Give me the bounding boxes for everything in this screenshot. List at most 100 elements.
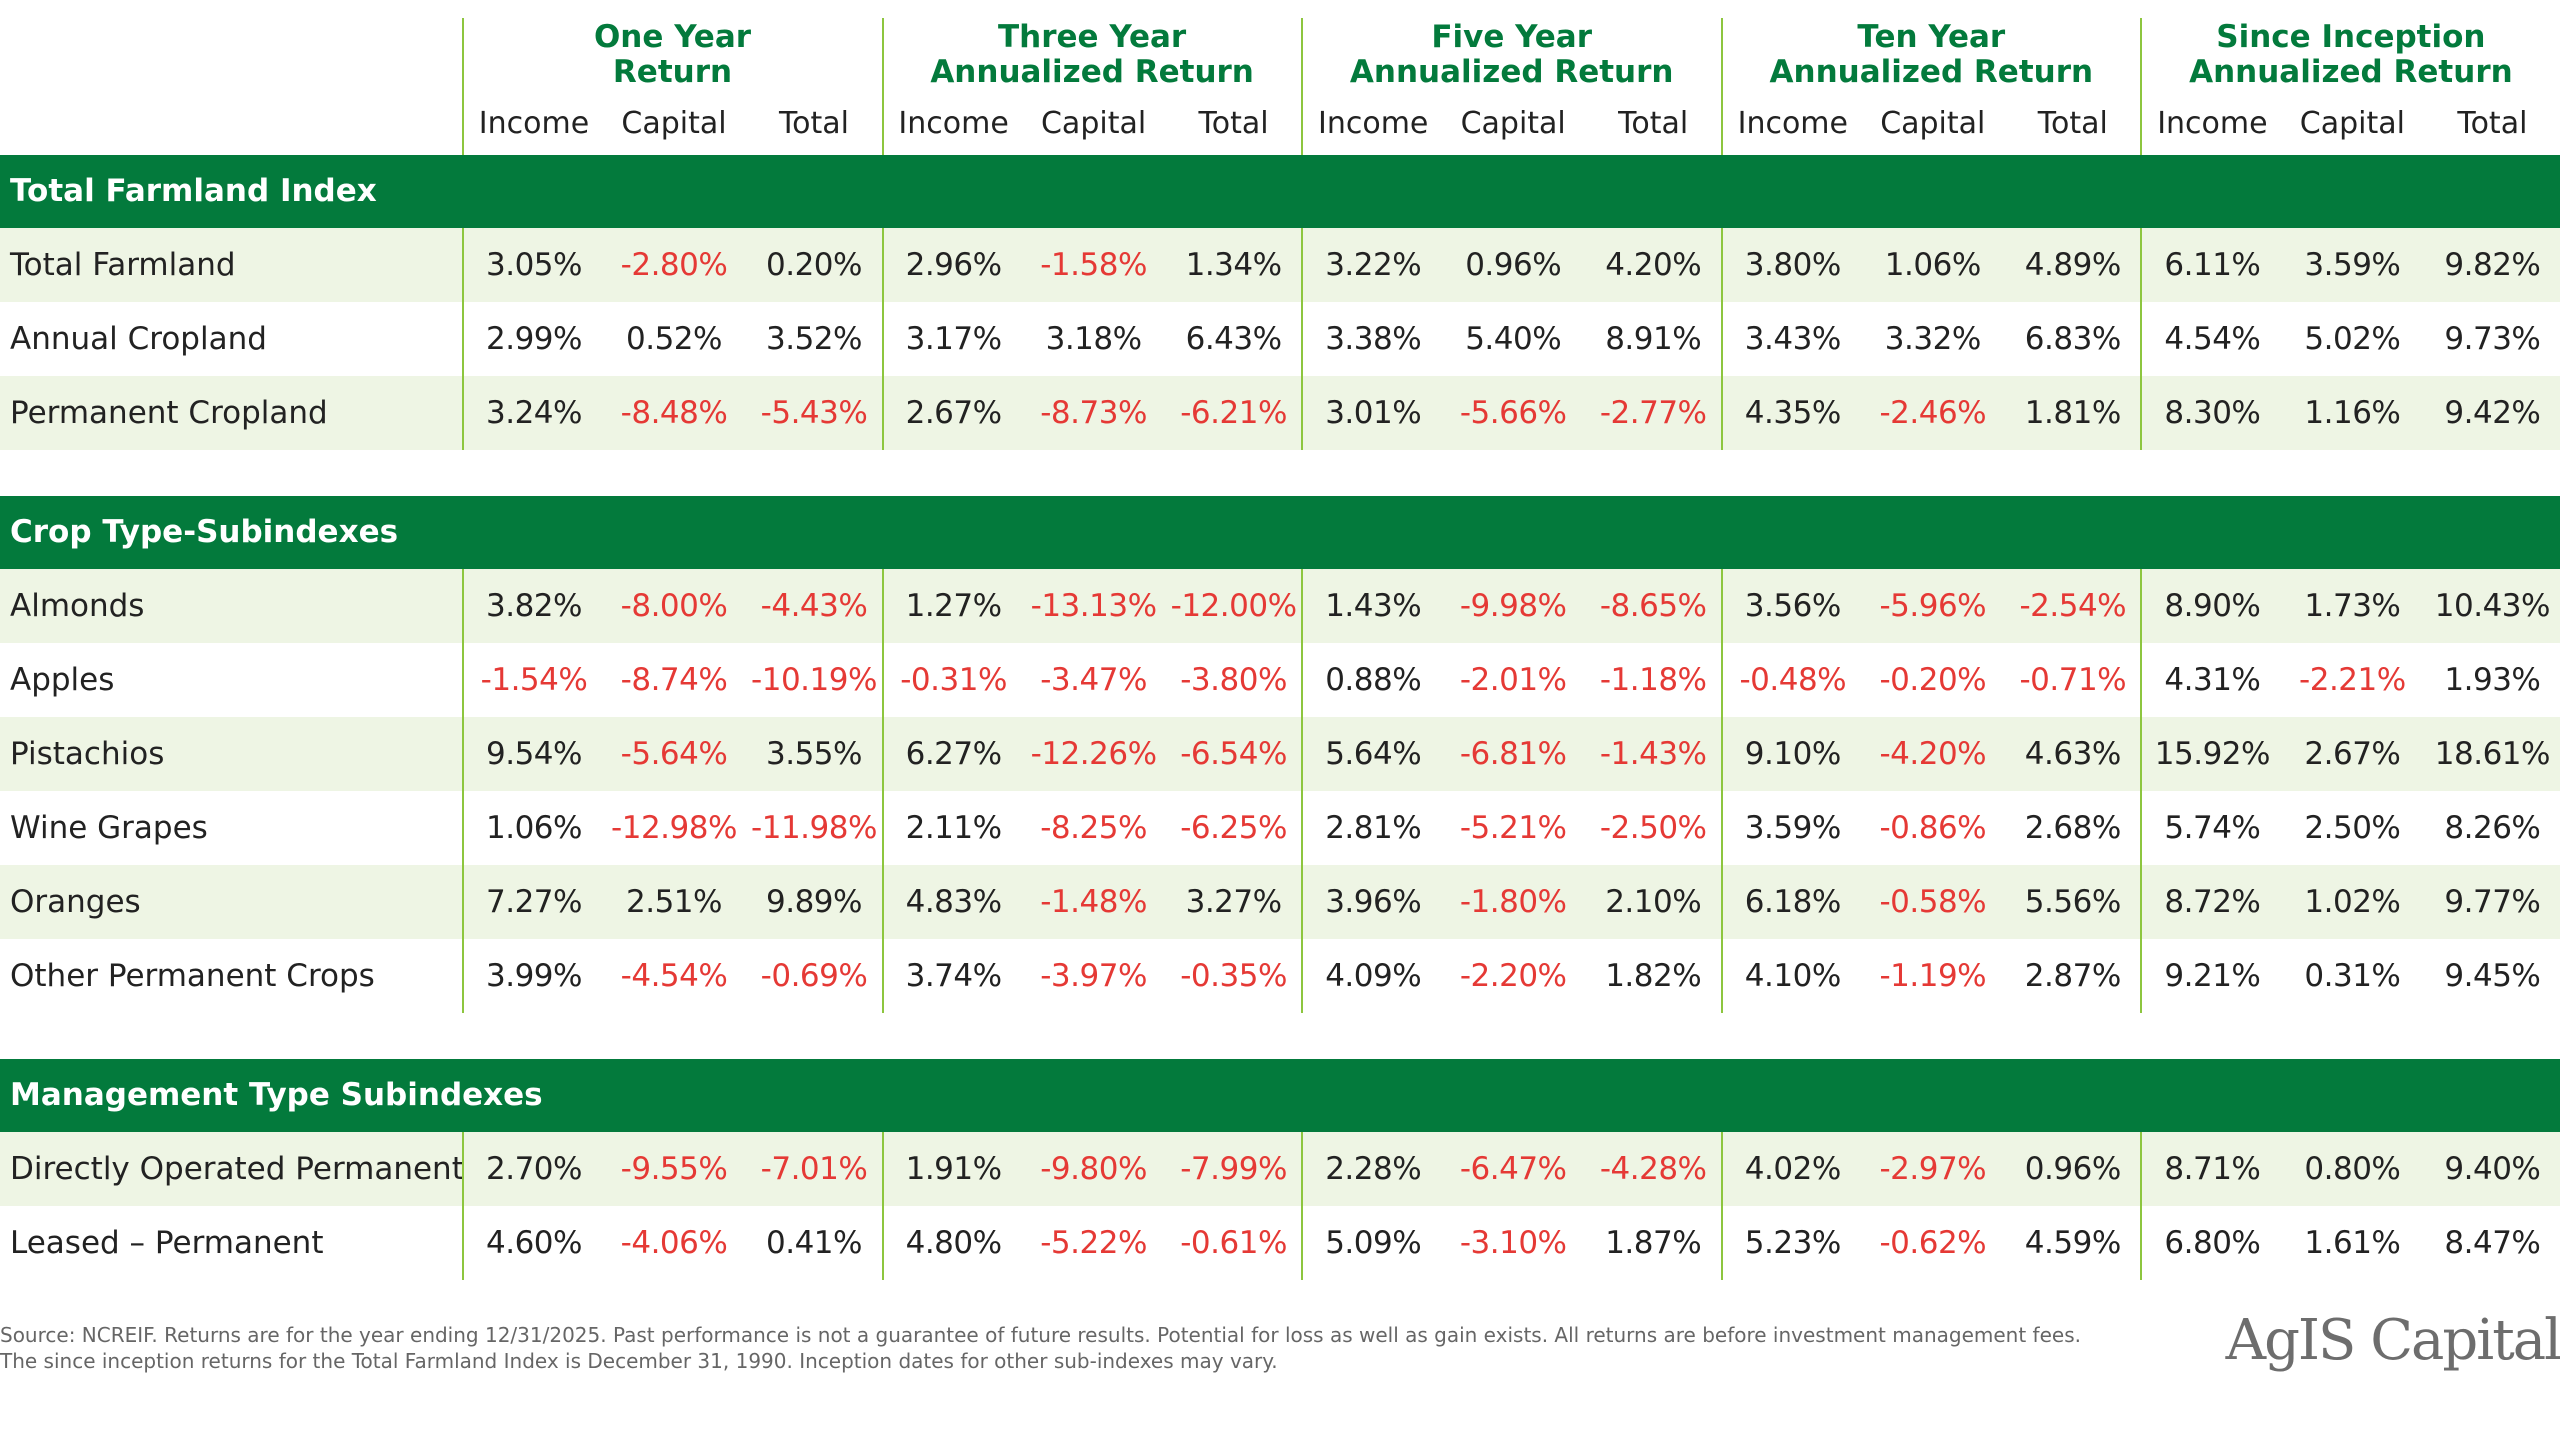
value-cell: 9.77% [2444, 884, 2541, 920]
column-divider [2140, 865, 2143, 939]
value-cell: -2.77% [1599, 395, 1707, 431]
section-spacer [0, 450, 2560, 496]
value-cell: 3.59% [1744, 810, 1841, 846]
value-cell: 0.41% [766, 1225, 862, 1261]
value-cell: 0.80% [2304, 1151, 2401, 1187]
value-cell: 1.61% [2304, 1225, 2401, 1261]
value-cell: -6.47% [1459, 1151, 1567, 1187]
value-cell: -5.22% [1040, 1225, 1147, 1261]
value-cell: 10.43% [2434, 588, 2551, 624]
value-cell: 3.17% [905, 321, 1002, 357]
value-cell: 3.38% [1325, 321, 1422, 357]
value-cell: 2.96% [905, 247, 1002, 283]
value-cell: 3.18% [1045, 321, 1142, 357]
value-cell: -12.98% [611, 810, 737, 846]
column-divider [1720, 302, 1723, 376]
value-cell: 1.34% [1185, 247, 1282, 283]
footnote-line-1: Source: NCREIF. Returns are for the year… [0, 1323, 2081, 1347]
value-cell: -2.20% [1459, 958, 1567, 994]
value-cell: 3.22% [1325, 247, 1422, 283]
value-cell: 8.91% [1605, 321, 1702, 357]
value-cell: 2.81% [1325, 810, 1422, 846]
value-cell: -3.10% [1459, 1225, 1567, 1261]
value-cell: 2.51% [626, 884, 722, 920]
column-divider [881, 717, 884, 791]
value-cell: -2.80% [620, 247, 728, 283]
value-cell: 9.89% [766, 884, 862, 920]
row-label: Permanent Cropland [10, 395, 328, 431]
value-cell: -9.55% [620, 1151, 728, 1187]
value-cell: 4.80% [905, 1225, 1002, 1261]
value-cell: 3.27% [1185, 884, 1282, 920]
column-group-3: Five Year Annualized Return Income Capital… [1301, 18, 1720, 155]
column-group-title: Ten Year Annualized Return [1769, 19, 2094, 90]
column-divider [462, 717, 464, 791]
row-label: Almonds [10, 588, 145, 624]
value-cell: 4.89% [2024, 247, 2121, 283]
value-cell: 6.27% [905, 736, 1002, 772]
value-cell: 1.82% [1605, 958, 1702, 994]
value-cell: -2.21% [2299, 662, 2406, 698]
column-header-capital: Capital [1040, 106, 1147, 141]
value-cell: -10.19% [751, 662, 877, 698]
value-cell: 2.87% [2024, 958, 2121, 994]
value-cell: 3.74% [905, 958, 1002, 994]
value-cell: 18.61% [2434, 736, 2551, 772]
column-header-total: Total [1618, 106, 1689, 141]
value-cell: -1.18% [1599, 662, 1707, 698]
table-row: Other Permanent Crops 3.99% -4.54% -0.69% 3.… [0, 939, 2560, 1013]
value-cell: -1.80% [1459, 884, 1567, 920]
column-group-title: Three Year Annualized Return [930, 19, 1254, 90]
value-cell: -4.28% [1599, 1151, 1707, 1187]
column-header-income: Income [1737, 106, 1848, 141]
value-cell: 9.42% [2444, 395, 2541, 431]
value-cell: 1.43% [1325, 588, 1422, 624]
value-cell: 2.67% [905, 395, 1002, 431]
column-divider [1301, 228, 1304, 302]
value-cell: -5.43% [760, 395, 868, 431]
column-header-income: Income [2157, 106, 2268, 141]
column-divider [881, 228, 884, 302]
column-divider [881, 1132, 884, 1206]
value-cell: -2.54% [2019, 588, 2127, 624]
column-divider [1301, 717, 1304, 791]
value-cell: 5.64% [1325, 736, 1422, 772]
table-row: Apples -1.54% -8.74% -10.19% -0.31% -3.47% -3.… [0, 643, 2560, 717]
column-divider [2140, 717, 2143, 791]
value-cell: 3.05% [486, 247, 582, 283]
value-cell: 4.02% [1744, 1151, 1841, 1187]
value-cell: -0.62% [1879, 1225, 1987, 1261]
value-cell: 4.20% [1605, 247, 1702, 283]
row-label: Annual Cropland [10, 321, 267, 357]
value-cell: 1.87% [1605, 1225, 1702, 1261]
column-divider [462, 643, 464, 717]
column-group-2: Three Year Annualized Return Income Capita… [881, 18, 1301, 155]
value-cell: 2.70% [486, 1151, 582, 1187]
value-cell: -1.43% [1599, 736, 1707, 772]
value-cell: -4.54% [620, 958, 728, 994]
column-divider [2140, 791, 2143, 865]
value-cell: -2.50% [1599, 810, 1707, 846]
column-divider [881, 643, 884, 717]
column-header-income: Income [1317, 106, 1429, 141]
column-group-4: Ten Year Annualized Return Income Capital T… [1720, 18, 2140, 155]
value-cell: -0.69% [760, 958, 868, 994]
column-header-capital: Capital [1880, 106, 1986, 141]
footnote-line-2: The since inception returns for the Tota… [0, 1349, 1278, 1373]
value-cell: 3.43% [1744, 321, 1841, 357]
value-cell: -0.71% [2019, 662, 2127, 698]
value-cell: -11.98% [751, 810, 877, 846]
row-label: Oranges [10, 884, 141, 920]
value-cell: -0.31% [900, 662, 1007, 698]
column-divider [2140, 1132, 2143, 1206]
value-cell: 5.56% [2024, 884, 2121, 920]
row-label: Leased – Permanent [10, 1225, 324, 1261]
column-divider [462, 569, 464, 643]
section-spacer [0, 1013, 2560, 1059]
value-cell: 3.80% [1744, 247, 1841, 283]
value-cell: 2.50% [2304, 810, 2401, 846]
column-header-capital: Capital [1460, 106, 1566, 141]
returns-table: One Year Return Income Capital Total Three Y… [0, 18, 2560, 1280]
value-cell: 9.40% [2444, 1151, 2541, 1187]
column-divider [1301, 1132, 1304, 1206]
